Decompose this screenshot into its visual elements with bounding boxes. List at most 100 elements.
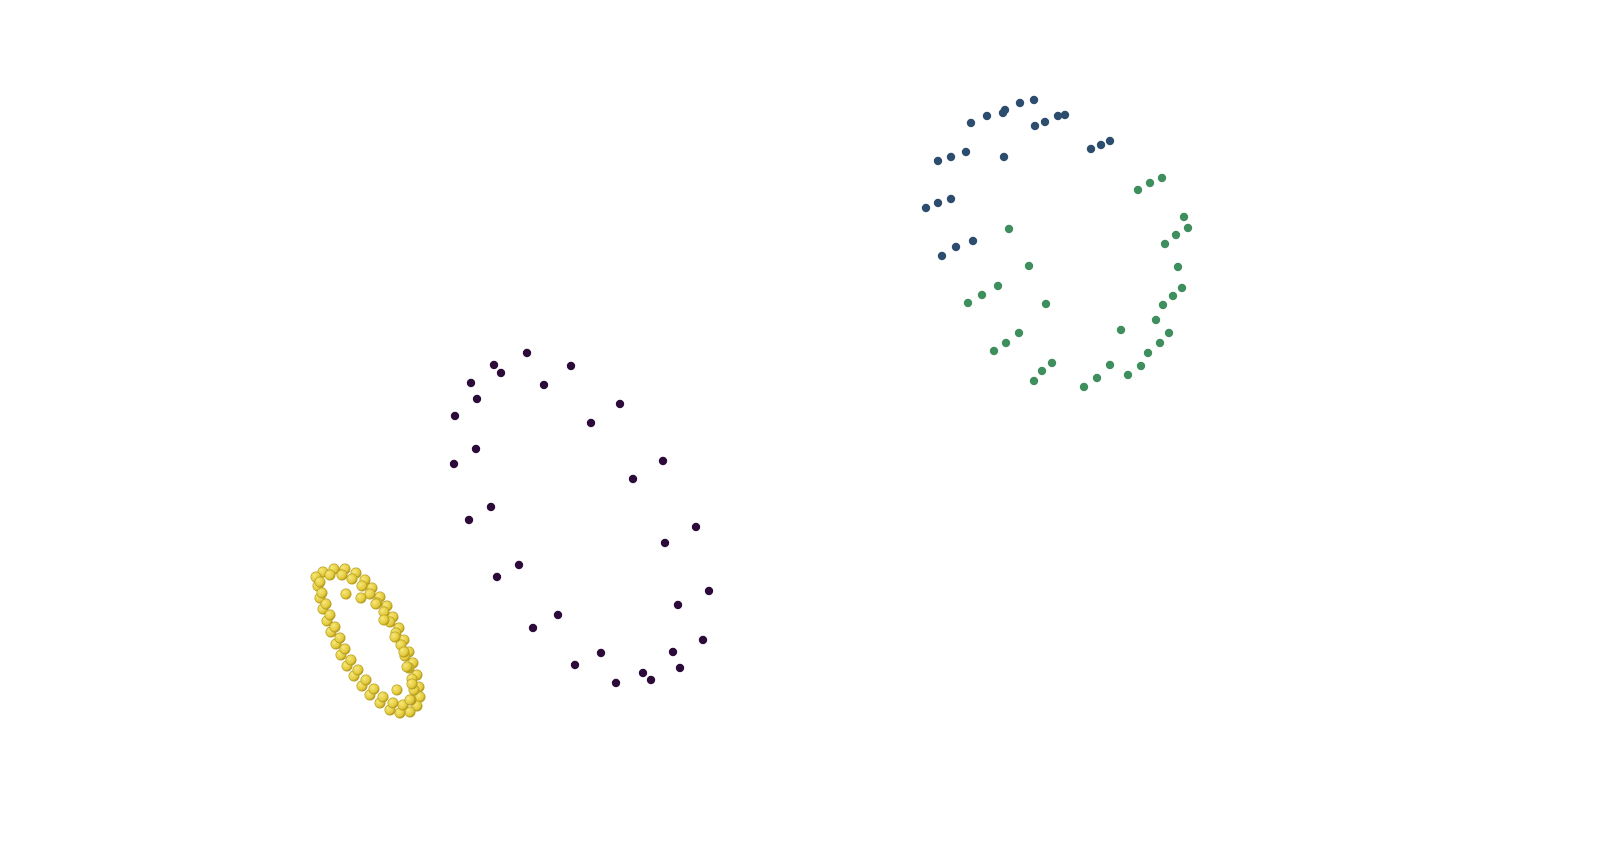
point-s1-16 xyxy=(466,378,476,388)
point-s3-25 xyxy=(1047,358,1057,368)
point-s3-17 xyxy=(1151,315,1161,325)
point-s2-7 xyxy=(1040,117,1050,127)
point-s2-17 xyxy=(946,194,956,204)
point-s1-8 xyxy=(646,675,656,685)
point-s1-6 xyxy=(698,635,708,645)
point-s3-26 xyxy=(1037,366,1047,376)
point-s0-52 xyxy=(360,674,372,686)
point-s1-26 xyxy=(596,648,606,658)
point-s2-13 xyxy=(999,152,1009,162)
point-s2-0 xyxy=(1029,95,1039,105)
point-s1-25 xyxy=(638,668,648,678)
point-s0-69 xyxy=(406,678,418,690)
point-s2-11 xyxy=(1096,140,1106,150)
point-s0-50 xyxy=(377,691,389,703)
point-s1-14 xyxy=(449,459,459,469)
point-s0-56 xyxy=(334,632,346,644)
point-s2-8 xyxy=(1030,121,1040,131)
point-s3-29 xyxy=(1123,370,1133,380)
point-s0-65 xyxy=(378,614,390,626)
point-s1-22 xyxy=(660,538,670,548)
point-s0-53 xyxy=(352,664,364,676)
point-s3-32 xyxy=(1079,382,1089,392)
point-s0-34 xyxy=(336,569,348,581)
point-s1-17 xyxy=(489,360,499,370)
point-s1-4 xyxy=(691,522,701,532)
point-s0-60 xyxy=(316,587,328,599)
point-s3-1 xyxy=(1145,178,1155,188)
point-s2-1 xyxy=(1015,98,1025,108)
point-s1-19 xyxy=(539,380,549,390)
point-s1-27 xyxy=(553,610,563,620)
point-s3-11 xyxy=(977,290,987,300)
point-s3-4 xyxy=(1183,223,1193,233)
point-s3-6 xyxy=(1160,239,1170,249)
point-s3-31 xyxy=(1092,373,1102,383)
series-2 xyxy=(921,95,1115,261)
point-s3-7 xyxy=(1004,224,1014,234)
point-s0-37 xyxy=(364,588,376,600)
point-s0-58 xyxy=(324,609,336,621)
point-s0-35 xyxy=(346,573,358,585)
point-s2-12 xyxy=(1086,144,1096,154)
point-s2-20 xyxy=(968,236,978,246)
point-s0-36 xyxy=(356,580,368,592)
point-s0-70 xyxy=(391,684,403,696)
point-s2-18 xyxy=(933,198,943,208)
point-s1-3 xyxy=(658,456,668,466)
point-s3-15 xyxy=(1158,300,1168,310)
point-s0-64 xyxy=(370,598,382,610)
point-s2-4 xyxy=(966,118,976,128)
point-s0-57 xyxy=(329,621,341,633)
point-s3-12 xyxy=(963,298,973,308)
point-s1-21 xyxy=(628,474,638,484)
point-s3-2 xyxy=(1133,185,1143,195)
point-s1-10 xyxy=(570,660,580,670)
point-s0-67 xyxy=(398,646,410,658)
point-layer xyxy=(310,95,1193,719)
point-s1-15 xyxy=(450,411,460,421)
point-s1-7 xyxy=(675,663,685,673)
point-s1-13 xyxy=(464,515,474,525)
point-s3-23 xyxy=(1155,338,1165,348)
point-s3-20 xyxy=(1001,338,1011,348)
point-s0-54 xyxy=(345,654,357,666)
point-s3-28 xyxy=(1136,361,1146,371)
point-s3-30 xyxy=(1105,360,1115,370)
point-s2-9 xyxy=(998,108,1008,118)
point-s0-49 xyxy=(387,697,399,709)
point-s2-15 xyxy=(946,152,956,162)
point-s2-21 xyxy=(951,242,961,252)
point-s1-12 xyxy=(492,572,502,582)
point-s2-19 xyxy=(921,203,931,213)
point-s1-9 xyxy=(611,678,621,688)
point-s1-1 xyxy=(566,361,576,371)
point-s0-66 xyxy=(389,631,401,643)
point-s1-28 xyxy=(514,560,524,570)
point-s3-14 xyxy=(1168,291,1178,301)
point-s1-31 xyxy=(472,394,482,404)
point-s2-16 xyxy=(933,156,943,166)
point-s2-5 xyxy=(1060,110,1070,120)
point-s2-22 xyxy=(937,251,947,261)
series-0 xyxy=(310,563,426,719)
point-s0-59 xyxy=(320,598,332,610)
point-s3-10 xyxy=(993,281,1003,291)
point-s0-71 xyxy=(404,694,416,706)
point-s3-8 xyxy=(1024,261,1034,271)
point-s3-21 xyxy=(989,346,999,356)
point-s3-9 xyxy=(1173,262,1183,272)
point-s1-30 xyxy=(471,444,481,454)
point-s1-11 xyxy=(528,623,538,633)
point-s0-61 xyxy=(314,576,326,588)
point-s2-3 xyxy=(982,111,992,121)
point-s1-2 xyxy=(615,399,625,409)
point-s3-5 xyxy=(1171,230,1181,240)
point-s1-24 xyxy=(668,647,678,657)
point-s1-20 xyxy=(586,418,596,428)
point-s0-68 xyxy=(401,661,413,673)
point-s3-27 xyxy=(1029,376,1039,386)
point-s2-10 xyxy=(1105,136,1115,146)
point-s0-63 xyxy=(355,592,367,604)
